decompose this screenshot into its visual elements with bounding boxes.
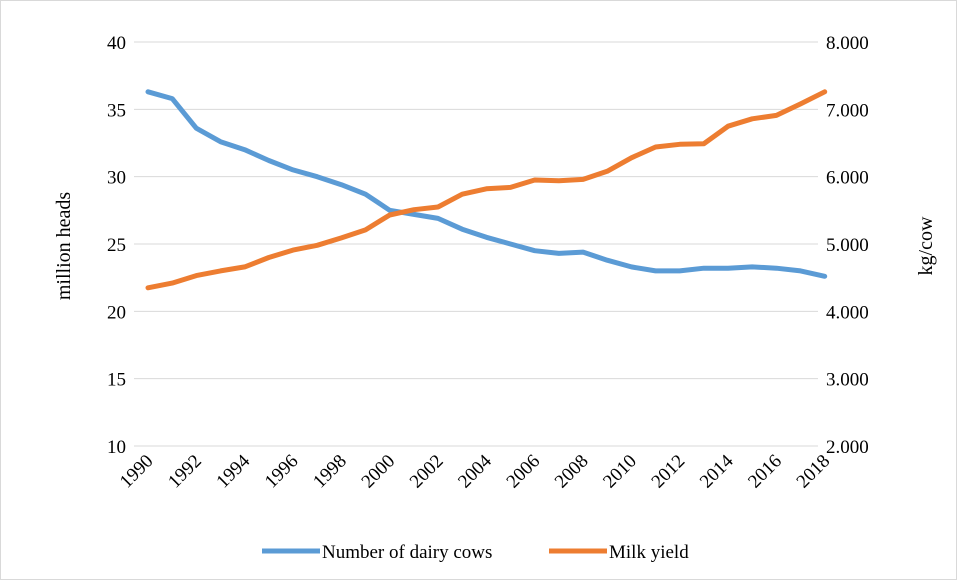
legend-label-dairy-cows: Number of dairy cows <box>322 542 492 563</box>
left-y-axis-title: million heads <box>53 192 75 301</box>
x-axis-ticks: 1990 1992 1994 1996 1998 2000 2002 2004 2006 2008… <box>116 450 834 492</box>
x-tick-label: 2004 <box>454 450 496 492</box>
right-y-axis-title: kg/cow <box>915 216 937 275</box>
left-y-tick-label: 20 <box>107 302 126 323</box>
left-y-axis-ticks: 10 15 20 25 30 35 40 <box>107 33 126 458</box>
x-tick-label: 2002 <box>406 451 448 493</box>
x-tick-label: 2016 <box>744 451 786 493</box>
right-y-tick-label: 5.000 <box>826 235 869 256</box>
x-tick-label: 2012 <box>648 451 690 493</box>
right-y-tick-label: 7.000 <box>826 100 869 121</box>
x-tick-label: 1994 <box>212 450 254 492</box>
x-tick-label: 1992 <box>164 451 206 493</box>
series-line-milk-yield <box>145 89 828 291</box>
left-y-tick-label: 15 <box>107 370 126 391</box>
x-tick-label: 2010 <box>599 451 641 493</box>
x-tick-label: 2000 <box>358 451 400 493</box>
right-y-tick-label: 3.000 <box>826 370 869 391</box>
left-y-tick-label: 30 <box>107 168 126 189</box>
series-line-dairy-cows <box>145 89 828 279</box>
right-y-tick-label: 8.000 <box>826 33 869 54</box>
x-tick-label: 2006 <box>503 451 545 493</box>
right-y-tick-label: 2.000 <box>826 437 869 458</box>
x-tick-label: 1996 <box>261 451 303 493</box>
legend: Number of dairy cows Milk yield <box>262 542 689 563</box>
left-y-tick-label: 35 <box>107 100 126 121</box>
left-y-tick-label: 10 <box>107 437 126 458</box>
x-tick-label: 2014 <box>696 450 738 492</box>
gridlines <box>134 41 818 447</box>
left-y-tick-label: 25 <box>107 235 126 256</box>
x-tick-label: 2008 <box>551 451 593 493</box>
right-y-tick-label: 6.000 <box>826 168 869 189</box>
series-lines <box>145 89 828 291</box>
right-y-tick-label: 4.000 <box>826 302 869 323</box>
right-y-axis-ticks: 2.000 3.000 4.000 5.000 6.000 7.000 8.000 <box>826 33 869 458</box>
x-tick-label: 1998 <box>309 451 351 493</box>
legend-label-milk-yield: Milk yield <box>609 542 689 563</box>
left-y-tick-label: 40 <box>107 33 126 54</box>
